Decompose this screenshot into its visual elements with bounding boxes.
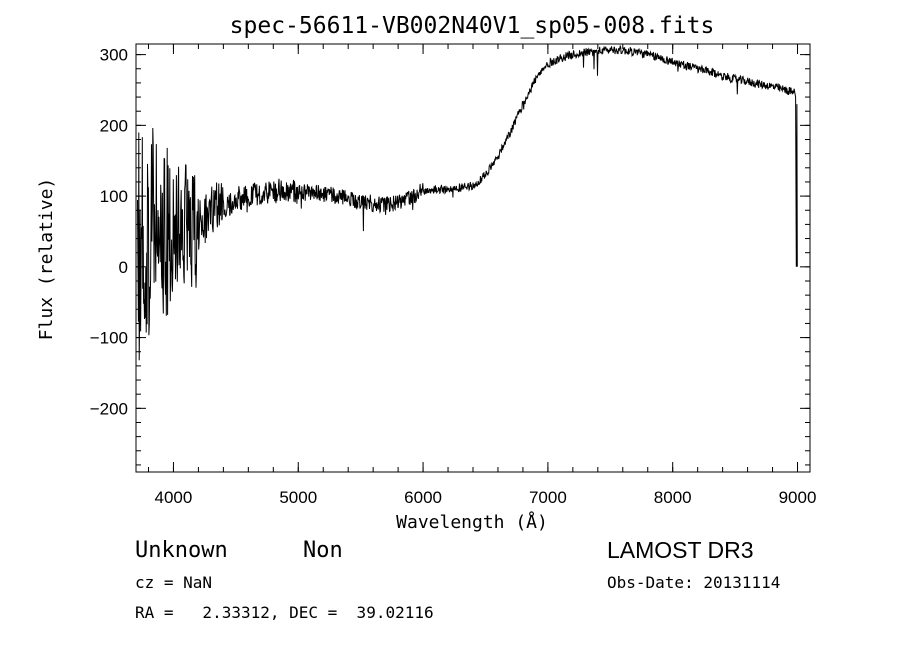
y-tick-label: 300: [100, 46, 128, 65]
y-tick-label: 200: [100, 116, 128, 135]
spectrum-line: [137, 44, 798, 361]
x-tick-label: 6000: [404, 488, 442, 507]
obs-date: Obs-Date: 20131114: [607, 573, 781, 592]
coordinates: RA = 2.33312, DEC = 39.02116: [135, 603, 434, 622]
survey-label: LAMOST DR3: [607, 537, 754, 563]
y-tick-label: 100: [100, 187, 128, 206]
x-axis-label: Wavelength (Å): [396, 511, 548, 533]
x-tick-label: 8000: [654, 488, 692, 507]
object-subclass: Non: [303, 538, 343, 563]
x-tick-label: 4000: [155, 488, 193, 507]
x-tick-label: 9000: [779, 488, 817, 507]
x-tick-label: 7000: [529, 488, 567, 507]
y-tick-label: 0: [119, 258, 128, 277]
plot-frame: [135, 43, 811, 473]
axis-ticks: [136, 44, 810, 472]
chart-title: spec-56611-VB002N40V1_sp05-008.fits: [230, 13, 715, 39]
y-tick-label: −200: [90, 399, 128, 418]
y-axis-label: Flux (relative): [36, 178, 57, 341]
x-tick-label: 5000: [279, 488, 317, 507]
cz-value: cz = NaN: [135, 573, 213, 592]
y-tick-label: −100: [90, 329, 128, 348]
axis-tick-labels: 4000 5000 6000 7000 8000 9000 300 200 100 0 −100 −2…: [90, 46, 817, 507]
object-class: Unknown: [135, 538, 228, 563]
